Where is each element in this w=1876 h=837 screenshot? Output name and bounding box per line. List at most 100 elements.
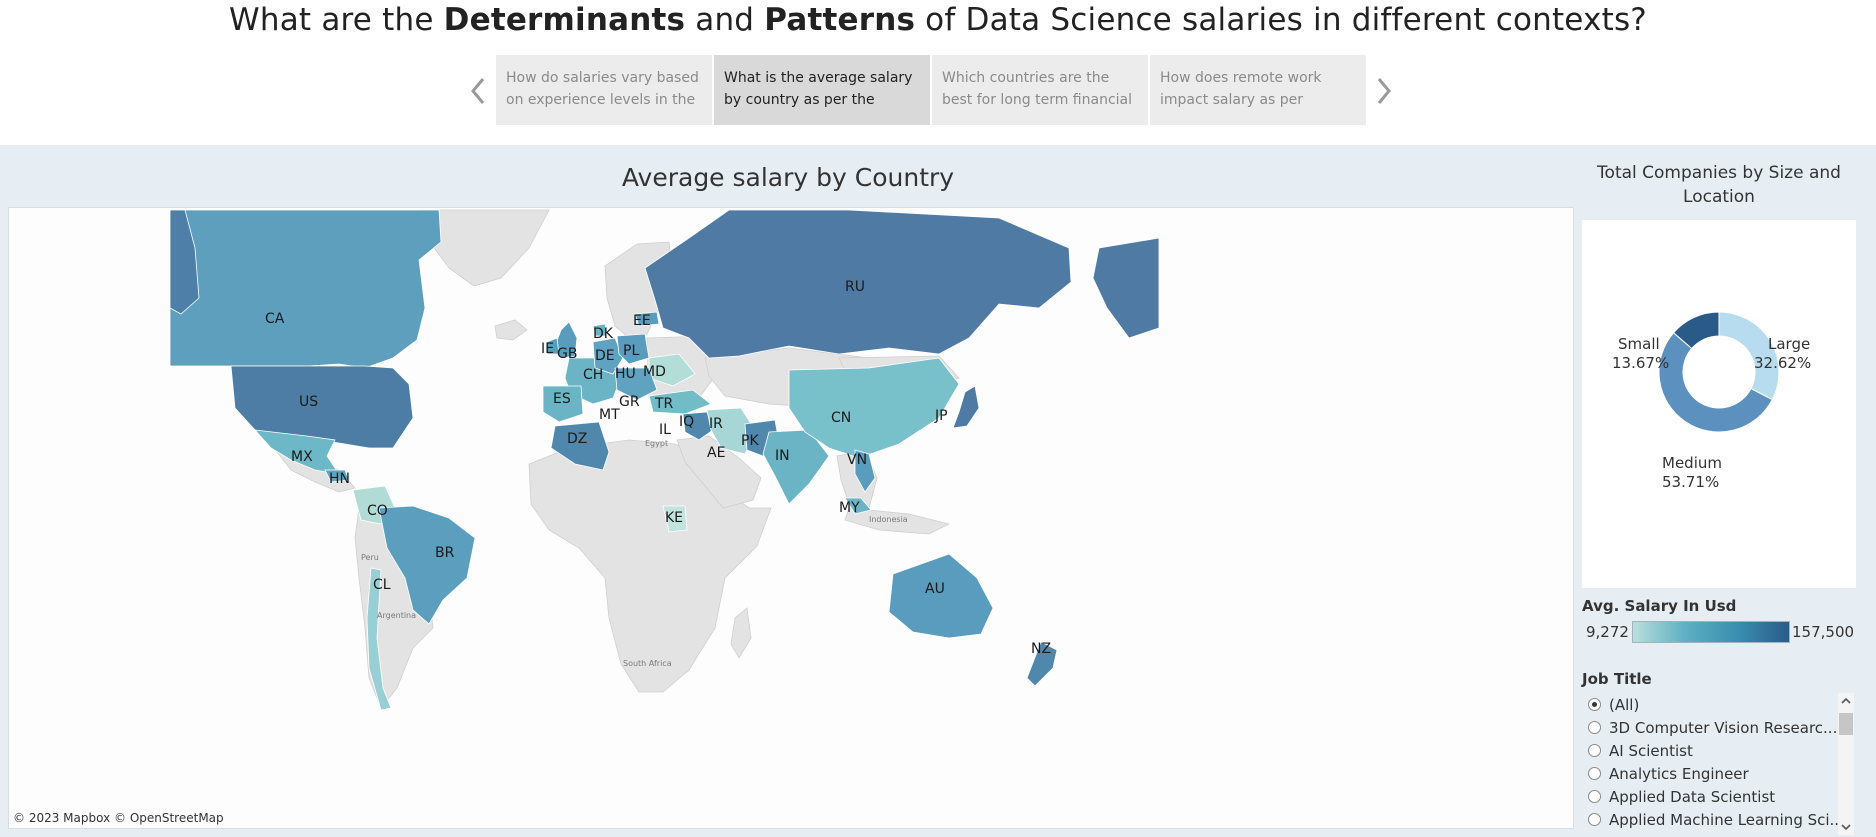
world-map[interactable]: Egypt Peru Argentina South Africa Indone… [8,207,1574,829]
country-my[interactable] [844,497,872,515]
title-part: What are the [229,2,444,38]
scroll-up-icon[interactable] [1840,695,1852,707]
country-iq[interactable] [682,411,714,441]
title-emphasis: Patterns [764,2,916,38]
dashboard-title: What are the Determinants and Patterns o… [0,2,1876,38]
country-ru[interactable] [644,209,1072,359]
radio-icon[interactable] [1588,721,1601,734]
label-cl: CL [373,577,391,593]
indonesia-shape [844,507,951,535]
label-de: DE [595,348,615,364]
filter-option[interactable]: Analytics Engineer [1588,762,1838,785]
label-ee: EE [633,313,651,329]
story-point-text: Which countries are the [942,70,1110,86]
donut-label-large: Large [1768,335,1810,353]
label-au: AU [925,581,945,597]
country-hu-region[interactable] [614,367,658,401]
country-nz[interactable] [1026,641,1058,687]
label-in: IN [775,448,790,464]
right-sidebar: Total Companies by Size and Location Lar… [1582,145,1876,837]
country-us[interactable] [230,365,414,449]
donut-value-small: 13.67% [1612,354,1669,372]
previous-story-arrow-icon[interactable] [466,73,490,109]
label-md: MD [643,364,666,380]
country-dk[interactable] [592,323,608,337]
filter-option[interactable]: Applied Data Scientist [1588,785,1838,808]
map-title: Average salary by Country [621,163,955,192]
filter-option-all[interactable]: (All) [1588,693,1838,716]
label-vn: VN [847,452,867,468]
filter-option[interactable]: AI Scientist [1588,739,1838,762]
country-de[interactable] [592,337,624,375]
place-names: Egypt Peru Argentina South Africa Indone… [361,439,908,668]
scroll-thumb[interactable] [1839,713,1853,735]
story-point-3[interactable]: Which countries are the best for long te… [932,55,1148,125]
story-point-text: How does remote work [1160,70,1322,86]
donut-title: Total Companies by Size and Location [1597,163,1841,207]
filter-scrollbar[interactable] [1838,693,1854,835]
country-hn[interactable] [324,469,350,483]
story-point-text: by country as per the [724,92,875,108]
label-hu: HU [615,366,636,382]
country-au[interactable] [888,553,994,639]
place-name-indonesia: Indonesia [869,515,908,524]
story-point-1[interactable]: How do salaries vary based on experience… [496,55,712,125]
country-dz[interactable] [550,421,610,471]
country-ir[interactable] [706,407,756,455]
label-ke: KE [665,510,683,526]
country-ee[interactable] [634,311,660,327]
iceland-shape [494,319,528,341]
story-point-2-active[interactable]: What is the average salary by country as… [714,55,930,125]
donut-slice-small[interactable] [1672,311,1720,350]
filter-option-label: Applied Data Scientist [1609,787,1776,806]
country-br[interactable] [378,505,476,625]
radio-icon[interactable] [1588,767,1601,780]
place-name-peru: Peru [361,553,379,562]
filter-option-label: AI Scientist [1609,741,1693,760]
label-il: IL [659,422,671,438]
country-jp[interactable] [952,385,980,429]
radio-icon[interactable] [1588,744,1601,757]
country-ke[interactable] [662,505,688,533]
place-name-argentina: Argentina [377,611,416,620]
country-labels: CA US MX HN CO BR CL GB IE DK EE DE PL C… [265,279,1051,657]
filter-option-label: Analytics Engineer [1609,764,1749,783]
greenland-shape [420,209,550,287]
country-cn[interactable] [788,357,960,459]
label-us: US [299,394,318,410]
country-pl[interactable] [616,333,650,365]
label-gb: GB [557,346,577,362]
radio-selected-icon[interactable] [1588,698,1601,711]
dashboard-area: Average salary by Country [0,145,1876,837]
donut-slice-medium[interactable] [1658,332,1773,433]
donut-slice-large[interactable] [1718,311,1780,401]
place-name-egypt: Egypt [645,439,668,448]
filter-option[interactable]: Applied Machine Learning Sci... [1588,808,1838,831]
label-ir: IR [709,416,723,432]
countries-with-data [169,209,1160,711]
map-canvas[interactable]: Egypt Peru Argentina South Africa Indone… [9,208,1574,829]
country-us-alaska[interactable] [169,209,200,315]
place-name-south-africa: South Africa [623,659,672,668]
story-point-4[interactable]: How does remote work impact salary as pe… [1150,55,1366,125]
next-story-arrow-icon[interactable] [1372,73,1396,109]
country-ru-far-east[interactable] [1092,237,1160,339]
filter-option-label: 3D Computer Vision Researc... [1609,718,1838,737]
country-cl[interactable] [366,567,392,711]
country-tr[interactable] [648,389,712,415]
country-es[interactable] [542,385,584,423]
radio-icon[interactable] [1588,813,1601,826]
story-point-text: on experience levels in the [506,92,696,108]
donut-canvas: Large 32.62% Medium 53.71% Small 13.67% [1612,311,1811,491]
label-pk: PK [741,433,759,449]
label-ca: CA [265,311,285,327]
country-vn[interactable] [854,449,876,493]
country-ie[interactable] [546,337,560,355]
map-attribution[interactable]: © 2023 Mapbox © OpenStreetMap [13,811,224,825]
radio-icon[interactable] [1588,790,1601,803]
story-point-text: best for long term financial [942,92,1132,108]
filter-option[interactable]: 3D Computer Vision Researc... [1588,716,1838,739]
country-ca[interactable] [169,209,442,369]
scroll-down-icon[interactable] [1840,821,1852,833]
donut-slices [1658,311,1780,433]
